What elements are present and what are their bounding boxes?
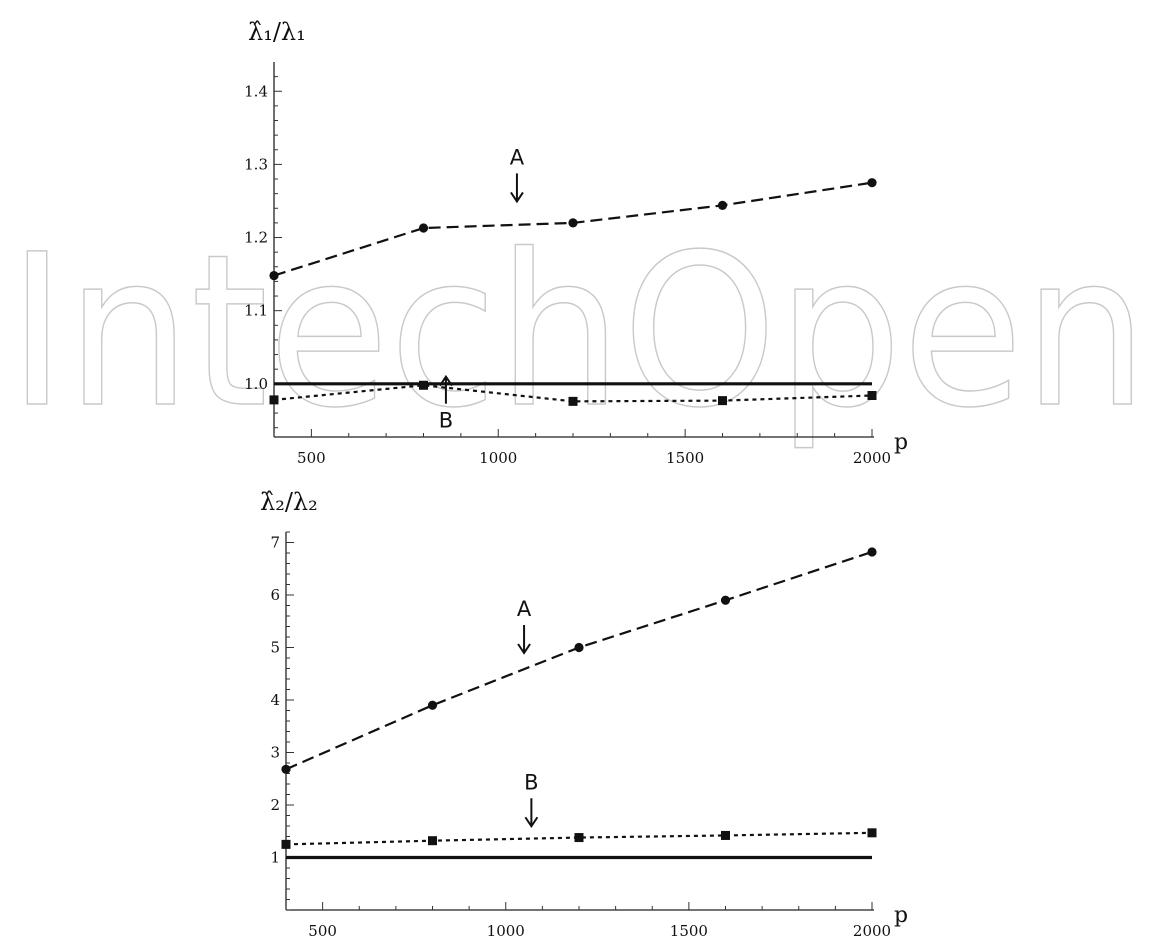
series-line-B xyxy=(285,831,873,846)
point-A xyxy=(418,223,429,233)
point-B xyxy=(269,395,279,405)
annotation-label: B xyxy=(439,409,453,433)
y-tick-label: 1 xyxy=(270,849,280,867)
y-tick-label: 6 xyxy=(270,586,280,604)
point-A xyxy=(427,700,438,710)
point-B xyxy=(568,396,578,406)
y-tick-label: 3 xyxy=(270,744,280,762)
point-B xyxy=(419,380,428,390)
x-axis-label: p xyxy=(894,430,908,455)
annotation-B: B xyxy=(524,770,539,829)
annotation-label: A xyxy=(517,597,532,621)
y-axis-label: λ̂₁/λ₁ xyxy=(248,18,306,46)
point-A xyxy=(574,642,584,653)
point-B xyxy=(867,391,877,401)
point-A xyxy=(717,200,728,210)
x-tick-label: 500 xyxy=(308,922,337,936)
point-A xyxy=(867,547,877,557)
y-tick-label: 5 xyxy=(270,639,280,657)
point-B xyxy=(721,830,730,840)
x-axis-label: p xyxy=(894,903,908,928)
y-tick-label: 1.1 xyxy=(244,302,268,320)
y-tick-label: 7 xyxy=(270,534,280,552)
y-tick-label: 2 xyxy=(270,796,280,814)
series-line-A xyxy=(285,550,873,771)
point-A xyxy=(568,218,578,228)
x-tick-label: 1500 xyxy=(670,922,708,936)
point-B xyxy=(281,839,291,849)
arrow-head xyxy=(439,374,453,387)
y-tick-label: 1.2 xyxy=(244,229,268,247)
x-tick-label: 2000 xyxy=(853,449,891,467)
point-A xyxy=(867,178,877,188)
chart-bottom-lambda2: 1 2 3 4 5 6 7 500 1000 1500 2000 λ̂₂/λ₂ p A B xyxy=(260,488,908,936)
point-B xyxy=(867,828,877,838)
point-B xyxy=(574,833,584,843)
point-B xyxy=(428,836,437,846)
y-tick-label: 4 xyxy=(270,691,280,709)
chart-top-lambda1: 1.0 1.1 1.2 1.3 1.4 500 1000 1500 2000 λ̂₁/λ₁ p A B xyxy=(244,18,908,467)
y-tick-label: 1.4 xyxy=(244,82,268,100)
annotation-label: A xyxy=(510,145,525,169)
watermark: IntechOpen xyxy=(8,209,1148,454)
arrow-head xyxy=(510,191,524,204)
series-line-B xyxy=(273,384,873,403)
x-tick-label: 2000 xyxy=(853,922,891,936)
y-axis-label: λ̂₂/λ₂ xyxy=(260,488,318,516)
point-A xyxy=(720,595,731,605)
x-tick-label: 500 xyxy=(297,449,326,467)
arrow-head xyxy=(524,816,539,829)
annotation-B: B xyxy=(439,374,453,433)
x-tick-label: 1500 xyxy=(666,449,704,467)
y-tick-label: 1.3 xyxy=(244,155,268,173)
point-A xyxy=(269,270,279,281)
annotation-label: B xyxy=(524,770,538,794)
annotation-A: A xyxy=(517,597,532,655)
x-tick-label: 1000 xyxy=(479,449,517,467)
x-tick-label: 1000 xyxy=(487,922,525,936)
annotation-A: A xyxy=(510,145,525,204)
point-A xyxy=(281,764,291,774)
y-tick-label: 1.0 xyxy=(244,375,268,393)
arrow-head xyxy=(517,643,531,655)
point-B xyxy=(718,396,727,406)
